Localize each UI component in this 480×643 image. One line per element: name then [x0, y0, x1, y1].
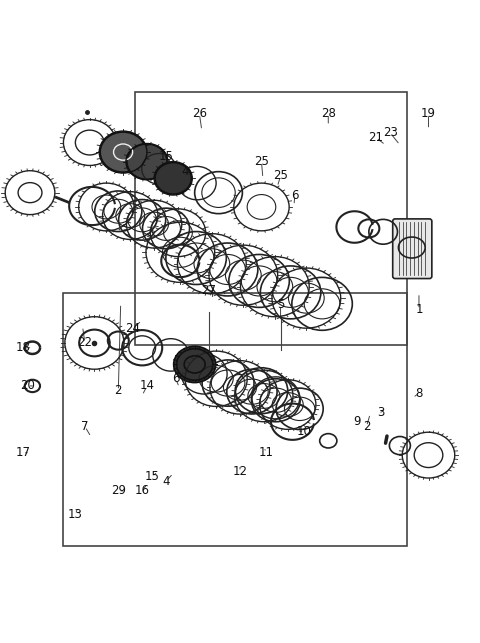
Text: 11: 11: [259, 446, 274, 459]
Text: 27: 27: [202, 284, 216, 297]
Text: 14: 14: [140, 379, 155, 392]
Text: 5: 5: [277, 298, 284, 311]
Text: 7: 7: [81, 420, 89, 433]
Ellipse shape: [155, 163, 192, 194]
FancyBboxPatch shape: [393, 219, 432, 278]
Text: 9: 9: [353, 415, 360, 428]
Text: 4: 4: [162, 475, 170, 488]
Text: 17: 17: [15, 446, 30, 459]
Text: 29: 29: [111, 484, 126, 498]
Text: 8: 8: [415, 386, 423, 399]
Ellipse shape: [100, 132, 146, 172]
Text: 19: 19: [421, 107, 436, 120]
Text: 28: 28: [321, 107, 336, 120]
Bar: [63, 293, 407, 546]
Text: 15: 15: [144, 470, 159, 483]
Text: 2: 2: [115, 385, 122, 397]
Text: 24: 24: [125, 322, 140, 335]
Text: 25: 25: [254, 155, 269, 168]
Text: 12: 12: [232, 466, 248, 478]
Text: 25: 25: [273, 170, 288, 183]
Text: 2: 2: [363, 420, 370, 433]
Ellipse shape: [174, 347, 216, 383]
Text: 21: 21: [369, 131, 384, 144]
Text: 6: 6: [172, 372, 180, 385]
Text: 13: 13: [68, 508, 83, 521]
Text: 26: 26: [192, 107, 207, 120]
Text: 6: 6: [291, 188, 299, 201]
Text: 10: 10: [297, 425, 312, 438]
Text: 4: 4: [181, 165, 189, 177]
Text: 3: 3: [377, 406, 384, 419]
Text: 16: 16: [135, 484, 150, 498]
Text: 1: 1: [415, 303, 423, 316]
Text: 22: 22: [77, 336, 93, 350]
Ellipse shape: [127, 144, 167, 179]
Text: 18: 18: [15, 341, 30, 354]
Bar: [135, 93, 407, 345]
Text: 20: 20: [20, 379, 35, 392]
Text: 15: 15: [158, 150, 173, 163]
Text: 23: 23: [383, 127, 398, 140]
